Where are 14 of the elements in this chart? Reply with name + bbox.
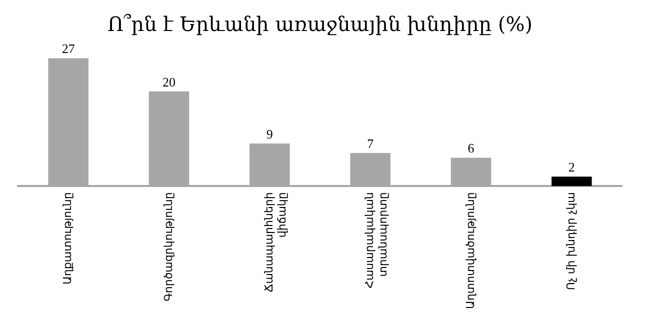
x-tick-label: Ոչ մի խնդիր չկա [564,192,578,290]
x-tick-label: Ճանապարհների վիճակը [262,192,289,292]
data-label: 20 [162,74,176,90]
data-label: 6 [468,140,475,156]
data-label: 2 [568,160,575,175]
bar [552,176,592,186]
data-label: 9 [266,126,273,142]
x-tick-label: Գործազրկությունը [162,192,175,302]
x-tick-label: Հասարակական տրանսպորտը [363,192,390,288]
data-label: 7 [367,136,374,151]
x-tick-label: Աղտոտվածությունը [464,192,477,310]
data-label: 27 [62,41,76,56]
x-tick-label: Աղքատությունը [61,192,74,285]
chart-title: Ո՞րն է Երևանի առաջնային խնդիրը (%) [107,12,533,36]
